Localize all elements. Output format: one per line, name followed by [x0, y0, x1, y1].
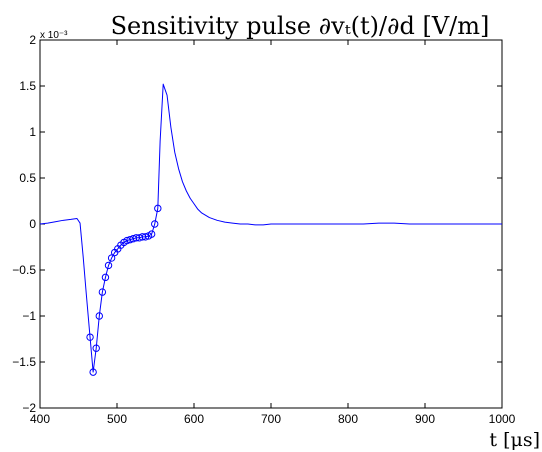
- chart-title: Sensitivity pulse ∂vₜ(t)/∂d [V/m]: [111, 12, 490, 40]
- y-axis: −2 −1.5 −1 −0.5 0 0.5 1 1.5 2: [12, 33, 502, 415]
- data-point-marker: [147, 230, 156, 238]
- data-point-marker: [104, 261, 113, 270]
- x-tick-label: 500: [107, 412, 127, 426]
- x-axis: 400 500 600 700 800 900 1000: [30, 40, 516, 426]
- data-point-marker: [98, 288, 107, 296]
- y-tick-label: −2: [22, 401, 36, 415]
- x-tick-label: 400: [30, 412, 50, 426]
- y-tick-label: 1: [29, 125, 36, 139]
- data-series: [39, 83, 502, 376]
- y-tick-label: 0: [29, 217, 36, 231]
- y-tick-label: 2: [29, 33, 36, 47]
- x-tick-label: 800: [338, 412, 358, 426]
- x-tick-label: 900: [415, 412, 435, 426]
- data-point-marker: [107, 254, 116, 262]
- y-tick-label: −0.5: [12, 263, 36, 277]
- data-point-marker: [95, 312, 103, 320]
- x-axis-label: t [μs]: [489, 429, 540, 451]
- x-tick-label: 600: [184, 412, 204, 426]
- series-line: [39, 83, 502, 373]
- data-point-marker: [86, 333, 94, 341]
- x-tick-label: 1000: [489, 412, 516, 426]
- x-tick-label: 700: [261, 412, 281, 426]
- data-point-marker: [92, 344, 100, 352]
- y-tick-label: −1.5: [12, 355, 36, 369]
- y-tick-label: 0.5: [19, 171, 36, 185]
- data-point-marker: [154, 204, 162, 213]
- y-tick-label: 1.5: [19, 79, 36, 93]
- data-point-marker: [101, 273, 110, 282]
- y-exponent-label: x 10⁻³: [40, 30, 68, 41]
- data-point-marker: [151, 220, 159, 228]
- data-point-marker: [141, 233, 150, 241]
- y-tick-label: −1: [22, 309, 36, 323]
- data-point-marker: [89, 368, 97, 376]
